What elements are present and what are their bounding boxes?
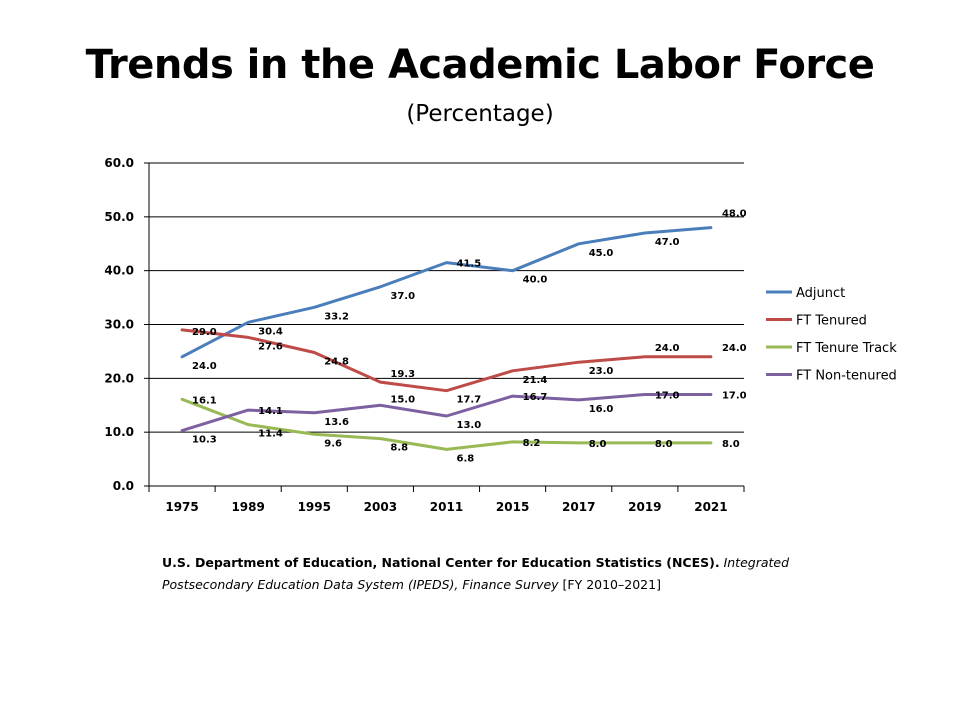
legend-label-ft-non-tenured: FT Non-tenured [796, 369, 897, 384]
data-label: 16.0 [589, 404, 614, 415]
data-label: 48.0 [722, 209, 747, 220]
legend-label-ft-tenure-track: FT Tenure Track [796, 341, 897, 356]
source-citation: U.S. Department of Education, National C… [162, 552, 842, 596]
data-label: 45.0 [589, 248, 614, 259]
x-tick-label: 1989 [231, 500, 264, 514]
data-label: 24.0 [192, 361, 217, 372]
data-label: 10.3 [192, 435, 217, 446]
x-tick-label: 1975 [165, 500, 198, 514]
y-tick-label: 10.0 [104, 425, 134, 439]
y-tick-label: 0.0 [113, 479, 134, 493]
data-label: 19.3 [390, 369, 415, 380]
data-label: 21.4 [523, 375, 548, 386]
series-line-ft-non-tenured [180, 393, 713, 433]
data-label: 17.0 [655, 390, 680, 401]
y-tick-label: 40.0 [104, 264, 134, 278]
data-label: 33.2 [324, 311, 349, 322]
legend-label-adjunct: Adjunct [796, 286, 845, 301]
data-label: 8.0 [722, 439, 740, 450]
data-label: 17.0 [722, 390, 747, 401]
series-line-ft-tenure-track [180, 397, 713, 451]
y-tick-label: 20.0 [104, 371, 134, 385]
data-label: 8.2 [523, 438, 541, 449]
x-tick-label: 2003 [364, 500, 397, 514]
x-tick-label: 2019 [628, 500, 661, 514]
data-label: 41.5 [457, 259, 482, 270]
data-label: 14.1 [258, 406, 283, 417]
data-label: 27.6 [258, 341, 283, 352]
data-label: 16.7 [523, 392, 548, 403]
data-label: 29.0 [192, 327, 217, 338]
data-label: 15.0 [390, 394, 415, 405]
data-label: 37.0 [390, 291, 415, 302]
data-label: 24.8 [324, 356, 349, 367]
data-label: 13.0 [457, 420, 482, 431]
source-bold: U.S. Department of Education, National C… [162, 555, 720, 570]
series-line-adjunct [180, 226, 713, 359]
y-tick-label: 50.0 [104, 210, 134, 224]
data-label: 17.7 [457, 395, 482, 406]
data-label: 9.6 [324, 438, 342, 449]
y-tick-label: 30.0 [104, 318, 134, 332]
chart-subtitle: (Percentage) [406, 101, 554, 127]
data-label: 30.4 [258, 326, 283, 337]
chart-title: Trends in the Academic Labor Force [85, 42, 875, 88]
x-tick-label: 1995 [298, 500, 331, 514]
y-tick-label: 60.0 [104, 156, 134, 170]
legend-label-ft-tenured: FT Tenured [796, 314, 867, 329]
data-label: 24.0 [722, 343, 747, 354]
data-label: 16.1 [192, 395, 217, 406]
data-label: 8.0 [589, 439, 607, 450]
source-italic: Integrated Postsecondary Education Data … [162, 555, 790, 592]
data-label: 8.0 [655, 439, 673, 450]
data-label: 6.8 [457, 453, 475, 464]
data-label: 47.0 [655, 237, 680, 248]
data-label: 11.4 [258, 429, 283, 440]
x-tick-label: 2011 [430, 500, 463, 514]
x-tick-label: 2017 [562, 500, 595, 514]
data-label: 13.6 [324, 417, 349, 428]
x-tick-label: 2021 [694, 500, 727, 514]
series-line-ft-tenured [180, 328, 713, 393]
data-label: 8.8 [390, 443, 408, 454]
source-tail: [FY 2010–2021] [562, 577, 661, 592]
data-label: 23.0 [589, 366, 614, 377]
data-label: 24.0 [655, 343, 680, 354]
data-label: 40.0 [523, 275, 548, 286]
x-tick-label: 2015 [496, 500, 529, 514]
